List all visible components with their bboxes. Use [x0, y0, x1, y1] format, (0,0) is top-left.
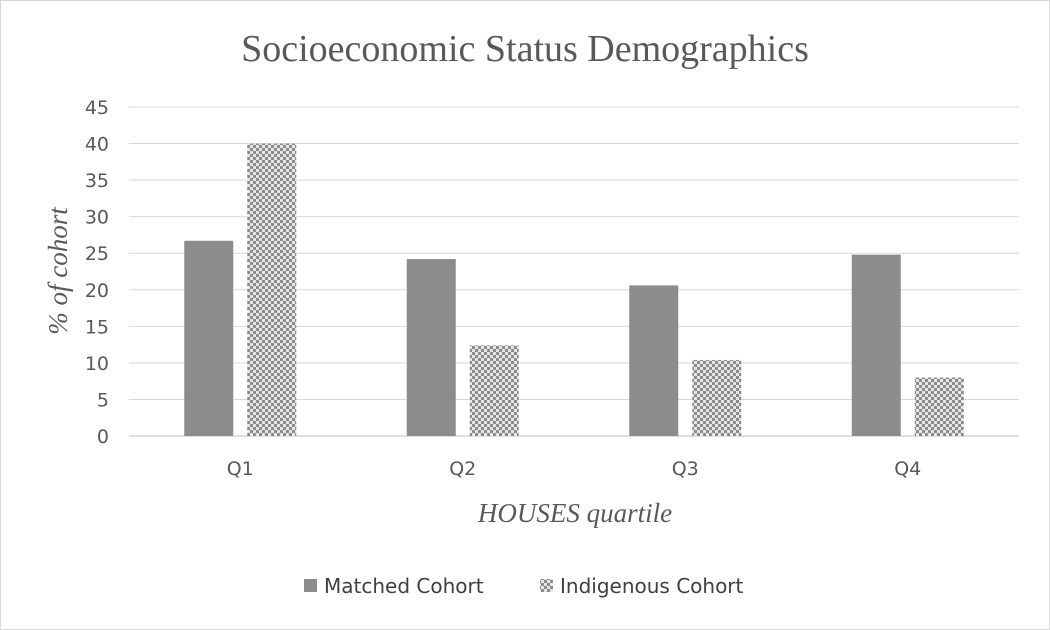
legend: Matched Cohort Indigenous Cohort	[304, 574, 744, 598]
y-tick-label: 45	[85, 97, 109, 119]
chart-title: Socioeconomic Status Demographics	[241, 28, 809, 70]
y-tick-label: 5	[97, 389, 109, 411]
y-axis-title: % of cohort	[43, 206, 73, 335]
bar-indigenous-q2	[469, 345, 519, 436]
y-tick-labels: 0 5 10 15 20 25 30 35 40 45	[85, 97, 109, 448]
legend-swatch-indigenous	[540, 579, 553, 592]
bar-matched-q3	[629, 285, 679, 436]
x-tick-label: Q4	[894, 458, 921, 480]
y-tick-label: 0	[97, 426, 109, 448]
bar-matched-q2	[406, 259, 456, 436]
bar-indigenous-q4	[914, 377, 964, 436]
bar-indigenous-q1	[247, 143, 297, 437]
y-tick-label: 15	[85, 316, 109, 338]
bar-matched-q1	[184, 240, 234, 436]
y-tick-label: 20	[85, 280, 109, 302]
bars	[184, 143, 964, 437]
x-tick-label: Q1	[227, 458, 254, 480]
y-tick-label: 30	[85, 207, 109, 229]
y-tick-label: 25	[85, 243, 109, 265]
y-tick-label: 40	[85, 134, 109, 156]
bar-matched-q4	[851, 254, 901, 436]
legend-label-indigenous: Indigenous Cohort	[560, 574, 744, 598]
x-tick-label: Q2	[449, 458, 476, 480]
y-tick-label: 10	[85, 353, 109, 375]
legend-label-matched: Matched Cohort	[324, 574, 484, 598]
legend-swatch-matched	[304, 579, 317, 592]
x-axis-title: HOUSES quartile	[477, 498, 672, 528]
x-tick-label: Q3	[672, 458, 699, 480]
x-tick-labels: Q1 Q2 Q3 Q4	[227, 458, 922, 480]
y-tick-label: 35	[85, 170, 109, 192]
bar-indigenous-q3	[692, 359, 742, 436]
